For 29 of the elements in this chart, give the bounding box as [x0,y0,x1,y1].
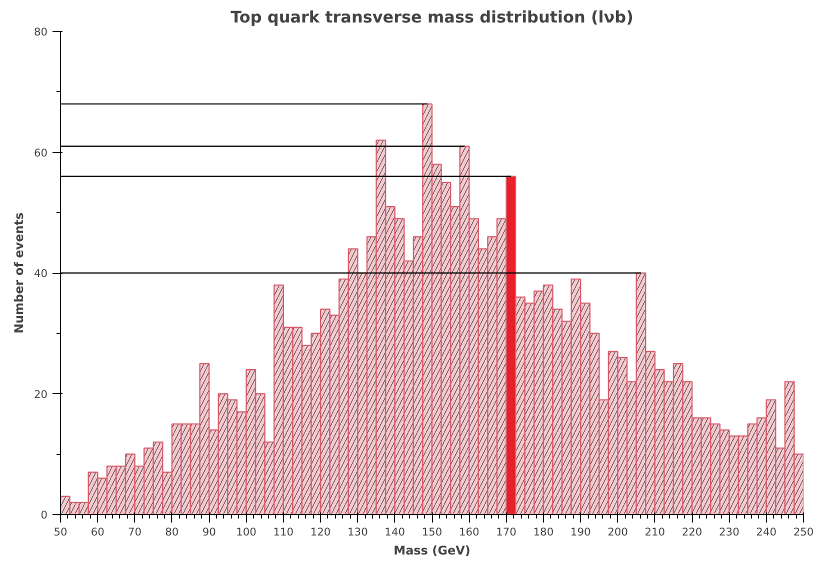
x-tick-label: 70 [128,526,142,538]
x-tick-label: 210 [644,526,666,538]
x-tick-label: 140 [384,526,406,538]
x-tick-label: 150 [422,526,442,538]
y-axis-title: Number of events [12,212,26,334]
x-tick-label: 180 [533,526,554,538]
x-tick-label: 250 [793,526,814,538]
x-tick-label: 100 [236,526,257,538]
x-tick-label: 230 [719,526,740,538]
x-tick-label: 190 [570,526,591,538]
y-tick-label: 20 [34,388,48,401]
x-tick-label: 170 [496,526,517,538]
x-tick-label: 130 [348,526,368,538]
x-tick-label: 60 [90,526,105,538]
x-tick-label: 50 [54,526,68,538]
x-tick-label: 110 [273,526,294,538]
x-tick-label: 200 [608,526,628,538]
y-tick-label: 0 [40,508,48,522]
y-tick-label: 40 [34,267,48,280]
x-axis-title: Mass (GeV) [394,544,470,558]
chart-title: Top quark transverse mass distribution (lνb) [230,8,634,26]
x-tick-label: 220 [682,526,702,538]
y-tick-label: 60 [34,146,48,160]
x-tick-label: 90 [202,526,216,538]
x-tick-label: 120 [310,526,331,538]
x-tick-label: 160 [458,526,480,538]
x-tick-label: 240 [756,526,777,538]
x-tick-label: 80 [165,526,179,538]
y-tick-label: 80 [34,26,48,38]
